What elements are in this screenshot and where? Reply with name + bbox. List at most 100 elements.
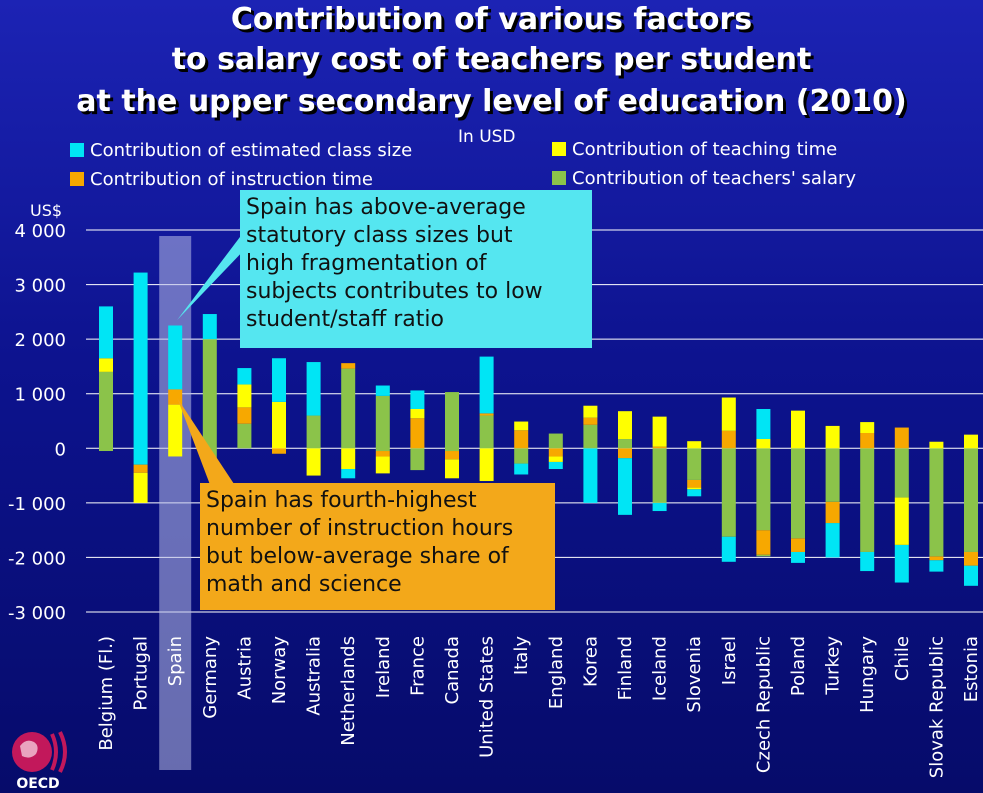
bar-segment-salary <box>687 448 702 480</box>
legend-item-salary: Contribution of teachers' salary <box>552 168 856 190</box>
oecd-globe-land-icon <box>20 740 38 758</box>
bar-segment-salary <box>929 448 944 557</box>
x-tick-label: England <box>546 636 567 709</box>
bar-segment-teaching <box>652 416 667 447</box>
bar-segment-teaching <box>687 487 702 490</box>
bar-segment-salary <box>583 424 598 449</box>
bar-segment-salary <box>791 448 805 539</box>
oecd-logo-text: OECD <box>16 776 59 792</box>
legend-label-salary: Contribution of teachers' salary <box>572 168 857 189</box>
bar-segment-salary <box>445 392 459 452</box>
callout-class-size-line: subjects contributes to low <box>246 279 543 304</box>
bar-segment-class <box>756 408 771 440</box>
bar-segment-class <box>168 325 183 390</box>
bar-segment-class <box>652 502 667 512</box>
y-tick-label: 1 000 <box>14 385 66 406</box>
bar-segment-salary <box>860 448 875 552</box>
bar-segment-instruction <box>237 407 252 424</box>
bar-segment-instruction <box>168 389 183 405</box>
bar-segment-salary <box>514 448 529 464</box>
bar-segment-instruction <box>721 430 736 449</box>
legend-item-teaching-time: Contribution of teaching time <box>552 139 837 161</box>
y-tick-label: -2 000 <box>8 548 66 569</box>
bar-segment-instruction <box>548 448 563 457</box>
bar-segment-teaching <box>825 425 840 449</box>
x-tick-label: Australia <box>304 636 325 716</box>
x-tick-label: Spain <box>165 636 186 686</box>
y-tick-label: 2 000 <box>14 330 66 351</box>
bar-segment-instruction <box>756 530 771 555</box>
bar-group-spain <box>168 325 183 457</box>
bar-segment-teaching <box>618 411 632 440</box>
bar-group-netherlands <box>341 363 356 479</box>
bar-segment-salary <box>756 554 771 557</box>
bar-group-slovak-republic <box>929 441 944 572</box>
bar-segment-salary <box>721 448 736 537</box>
y-axis-label: US$ <box>30 201 62 220</box>
bar-segment-salary <box>306 415 321 449</box>
x-tick-label: Poland <box>788 636 809 696</box>
bar-segment-class <box>860 551 875 572</box>
bar-segment-class <box>202 314 217 340</box>
bar-segment-teaching <box>721 397 736 431</box>
bar-segment-salary <box>202 339 217 465</box>
bar-segment-instruction <box>272 448 286 454</box>
y-tick-label: -1 000 <box>8 494 66 515</box>
bar-group-australia <box>306 362 321 476</box>
callout-instruction-line: math and science <box>206 572 402 597</box>
x-tick-label: Czech Republic <box>753 636 774 773</box>
bar-segment-class <box>894 544 909 583</box>
bar-group-iceland <box>652 416 667 512</box>
x-tick-label: Israel <box>719 636 740 685</box>
bar-group-france <box>410 390 425 471</box>
x-tick-label: United States <box>477 636 498 758</box>
bar-segment-instruction <box>964 551 978 566</box>
bar-segment-teaching <box>860 422 875 434</box>
callout-instruction-hours: Spain has fourth-highest number of instr… <box>200 483 555 610</box>
callout-instruction-line: but below-average share of <box>206 544 509 569</box>
bar-segment-salary <box>825 448 840 502</box>
y-tick-label: -3 000 <box>8 603 66 624</box>
bar-segment-class <box>964 565 978 586</box>
oecd-arc-icon <box>50 733 58 771</box>
oecd-arc-icon <box>58 731 67 773</box>
bar-segment-instruction <box>652 446 667 449</box>
bar-group-germany <box>202 314 217 465</box>
bar-segment-class <box>791 551 805 563</box>
callout-instruction-line: number of instruction hours <box>206 516 514 541</box>
bar-segment-teaching <box>514 421 529 431</box>
bar-segment-salary <box>756 448 771 531</box>
x-tick-label: Netherlands <box>338 636 359 746</box>
bar-segment-instruction <box>133 464 148 473</box>
bar-segment-salary <box>410 448 425 471</box>
bar-segment-class <box>687 489 702 497</box>
bar-segment-teaching <box>133 472 148 503</box>
bar-segment-teaching <box>168 404 183 457</box>
bar-segment-class <box>548 461 563 470</box>
bar-segment-class <box>99 306 113 359</box>
x-tick-label: Portugal <box>131 636 152 711</box>
bar-segment-teaching <box>341 448 356 470</box>
y-tick-label: 0 <box>55 439 66 460</box>
bar-group-norway <box>272 358 286 454</box>
bar-segment-class <box>341 469 356 479</box>
bar-group-belgium-fl <box>99 306 113 452</box>
bar-segment-teaching <box>99 358 113 372</box>
bar-group-czech-republic <box>756 408 771 557</box>
bar-segment-class <box>929 560 944 572</box>
bar-group-canada <box>445 392 459 479</box>
bar-group-austria <box>237 368 252 449</box>
bar-group-estonia <box>964 434 978 586</box>
legend-label-instruction-time: Contribution of instruction time <box>90 169 373 190</box>
bar-group-england <box>548 433 563 470</box>
bar-segment-salary <box>548 433 563 449</box>
bar-segment-class <box>375 385 390 396</box>
bar-group-finland <box>618 411 632 515</box>
bar-group-turkey <box>825 425 840 558</box>
bar-segment-instruction <box>825 501 840 524</box>
bar-segment-instruction <box>445 451 459 460</box>
bar-segment-salary <box>237 423 252 449</box>
x-tick-label: Finland <box>615 636 636 700</box>
bar-segment-instruction <box>410 418 425 449</box>
